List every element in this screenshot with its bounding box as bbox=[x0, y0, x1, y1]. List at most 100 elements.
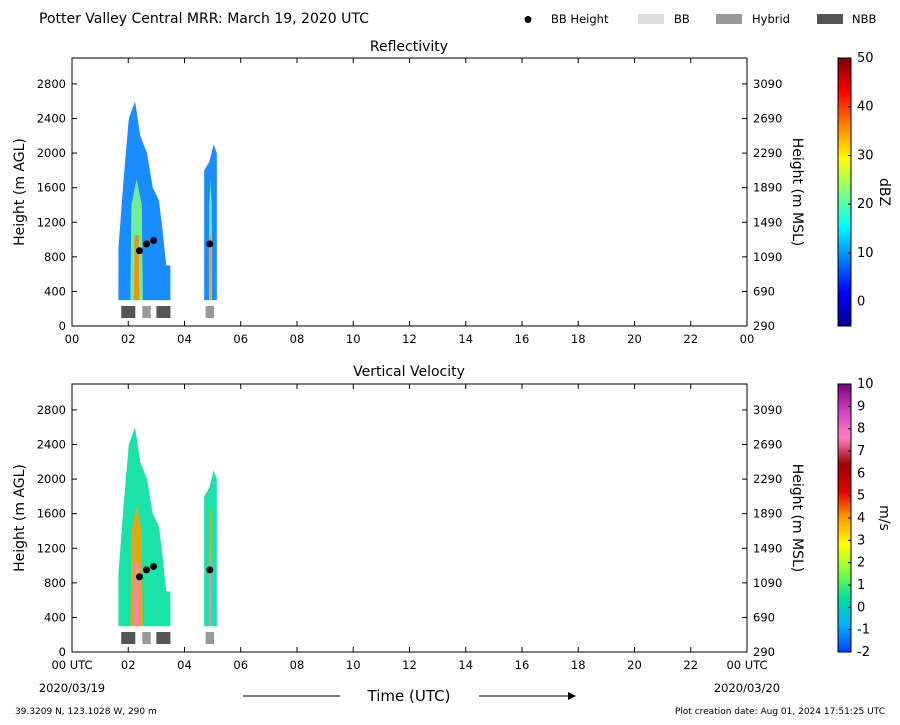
reflectivity-y-tick-label: 2400 bbox=[37, 112, 66, 126]
reflectivity-bb-height-point bbox=[143, 240, 151, 248]
legend-hybrid-swatch bbox=[716, 14, 742, 24]
velocity-plot-frame bbox=[71, 383, 748, 653]
reflectivity-colorbar: 0 10 20 30 40 50 bbox=[837, 51, 874, 327]
reflectivity-bb-class-bar bbox=[205, 306, 215, 318]
velocity-x-tick-label: 06 bbox=[233, 658, 248, 672]
velocity-x-tick-label: 08 bbox=[290, 658, 305, 672]
reflectivity-y-tick-right-label: 1490 bbox=[753, 215, 782, 229]
velocity-ylabel: Height (m AGL) bbox=[12, 464, 28, 572]
reflectivity-y-tick-label: 1600 bbox=[37, 181, 66, 195]
velocity-y-tick-label: 800 bbox=[44, 576, 66, 590]
velocity-panel: Vertical Velocity 00 UTC 02 04 06 08 10 12 14 16… bbox=[12, 364, 892, 672]
velocity-colorbar-label: m/s bbox=[876, 505, 892, 531]
velocity-colorbar-tick-label: 5 bbox=[857, 489, 865, 504]
velocity-x-tick-label: 14 bbox=[458, 658, 473, 672]
legend-nbb-label: NBB bbox=[852, 12, 876, 26]
velocity-y-tick-label: 1200 bbox=[37, 541, 66, 555]
reflectivity-y-tick-label: 0 bbox=[59, 319, 66, 333]
velocity-colorbar-tick-label: 8 bbox=[857, 422, 865, 437]
reflectivity-colorbar-tick-label: 40 bbox=[857, 100, 874, 115]
velocity-y-tick-label: 1600 bbox=[37, 507, 66, 521]
reflectivity-ylabel-right: Height (m MSL) bbox=[789, 138, 805, 247]
velocity-echo-region bbox=[118, 427, 171, 627]
reflectivity-y-tick-right-label: 2690 bbox=[753, 112, 782, 126]
reflectivity-x-tick-label: 08 bbox=[290, 332, 305, 346]
reflectivity-bb-class-bar bbox=[156, 306, 171, 318]
velocity-echo-bright-band bbox=[134, 561, 140, 627]
reflectivity-bb-height-point bbox=[136, 247, 143, 255]
legend-bb-label: BB bbox=[674, 12, 690, 26]
velocity-x-tick-label: 22 bbox=[683, 658, 698, 672]
time-axis-label: Time (UTC) bbox=[367, 687, 451, 705]
reflectivity-x-tick-label: 16 bbox=[515, 332, 530, 346]
velocity-title: Vertical Velocity bbox=[353, 364, 465, 380]
velocity-bb-class-bar bbox=[121, 632, 136, 644]
reflectivity-y-tick-label: 800 bbox=[44, 250, 66, 264]
velocity-x-tick-label: 18 bbox=[571, 658, 586, 672]
reflectivity-y-tick-label: 2800 bbox=[37, 77, 66, 91]
legend-bb-height-label: BB Height bbox=[551, 12, 609, 26]
reflectivity-x-tick-label: 06 bbox=[233, 332, 248, 346]
reflectivity-x-tick-label: 22 bbox=[683, 332, 698, 346]
reflectivity-x-tick-label: 14 bbox=[458, 332, 473, 346]
reflectivity-colorbar-tick-label: 50 bbox=[857, 51, 874, 66]
reflectivity-bb-height-point bbox=[150, 236, 158, 244]
velocity-y-tick-right-label: 690 bbox=[753, 610, 775, 624]
reflectivity-echo-bright-band bbox=[209, 235, 212, 301]
velocity-colorbar-tick-label: 4 bbox=[857, 511, 865, 526]
station-location: 39.3209 N, 123.1028 W, 290 m bbox=[15, 707, 157, 717]
velocity-x-tick-label: 16 bbox=[515, 658, 530, 672]
velocity-colorbar-tick-label: 6 bbox=[857, 466, 865, 481]
velocity-echo-bright-band bbox=[209, 561, 212, 627]
reflectivity-colorbar-gradient bbox=[837, 57, 852, 327]
reflectivity-y-tick-right-label: 1890 bbox=[753, 181, 782, 195]
velocity-x-tick-label: 20 bbox=[627, 658, 642, 672]
reflectivity-colorbar-tick-label: 0 bbox=[857, 295, 865, 310]
velocity-colorbar: -2 -1 0 1 2 3 4 5 6 7 8 9 10 bbox=[837, 377, 874, 660]
velocity-x-tick-label: 10 bbox=[346, 658, 361, 672]
velocity-y-tick-right-label: 290 bbox=[753, 645, 775, 659]
reflectivity-echo-region bbox=[118, 101, 171, 301]
figure-legend: BB Height BB Hybrid NBB bbox=[524, 12, 876, 26]
reflectivity-x-tick-label: 20 bbox=[627, 332, 642, 346]
reflectivity-plot-frame bbox=[71, 57, 748, 327]
reflectivity-axes: 00 02 04 06 08 10 12 14 16 18 20 22 0004008001200160… bbox=[37, 58, 782, 346]
velocity-y-tick-label: 2400 bbox=[37, 438, 66, 452]
reflectivity-bb-class-bar bbox=[121, 306, 136, 318]
velocity-y-tick-label: 400 bbox=[44, 610, 66, 624]
velocity-x-tick-label: 04 bbox=[177, 658, 192, 672]
velocity-colorbar-tick-label: 7 bbox=[857, 444, 865, 459]
reflectivity-colorbar-tick-label: 10 bbox=[857, 246, 874, 261]
velocity-colorbar-tick-label: -2 bbox=[857, 645, 870, 660]
velocity-x-tick-label: 00 UTC bbox=[51, 658, 92, 672]
velocity-bb-class-bar bbox=[156, 632, 171, 644]
velocity-ylabel-right: Height (m MSL) bbox=[789, 464, 805, 573]
reflectivity-y-tick-right-label: 690 bbox=[753, 284, 775, 298]
reflectivity-echo-bright-band bbox=[134, 235, 140, 301]
reflectivity-x-tick-label: 02 bbox=[121, 332, 136, 346]
velocity-colorbar-tick-label: 3 bbox=[857, 533, 865, 548]
velocity-bb-height-point bbox=[206, 566, 214, 574]
velocity-axes: 00 UTC 02 04 06 08 10 12 14 16 18 20 22 00 UTC040080… bbox=[37, 384, 782, 672]
reflectivity-colorbar-tick-label: 30 bbox=[857, 148, 874, 163]
velocity-y-tick-label: 2000 bbox=[37, 472, 66, 486]
reflectivity-x-tick-label: 04 bbox=[177, 332, 192, 346]
velocity-y-tick-right-label: 3090 bbox=[753, 403, 782, 417]
legend-bb-swatch bbox=[638, 14, 664, 24]
velocity-bb-height-point bbox=[136, 573, 143, 581]
reflectivity-x-tick-label: 10 bbox=[346, 332, 361, 346]
reflectivity-y-tick-right-label: 3090 bbox=[753, 77, 782, 91]
velocity-data-layer bbox=[118, 427, 217, 644]
reflectivity-y-tick-right-label: 2290 bbox=[753, 146, 782, 160]
velocity-y-tick-right-label: 1490 bbox=[753, 541, 782, 555]
reflectivity-colorbar-tick-label: 20 bbox=[857, 197, 874, 212]
velocity-y-tick-label: 2800 bbox=[37, 403, 66, 417]
legend-bb-height-marker bbox=[524, 16, 532, 23]
velocity-colorbar-tick-label: 10 bbox=[857, 377, 874, 392]
velocity-colorbar-tick-label: 9 bbox=[857, 399, 865, 414]
reflectivity-y-tick-label: 1200 bbox=[37, 215, 66, 229]
velocity-bb-class-bar bbox=[142, 632, 151, 644]
velocity-x-tick-label: 02 bbox=[121, 658, 136, 672]
reflectivity-title: Reflectivity bbox=[370, 39, 448, 55]
velocity-y-tick-right-label: 2290 bbox=[753, 472, 782, 486]
